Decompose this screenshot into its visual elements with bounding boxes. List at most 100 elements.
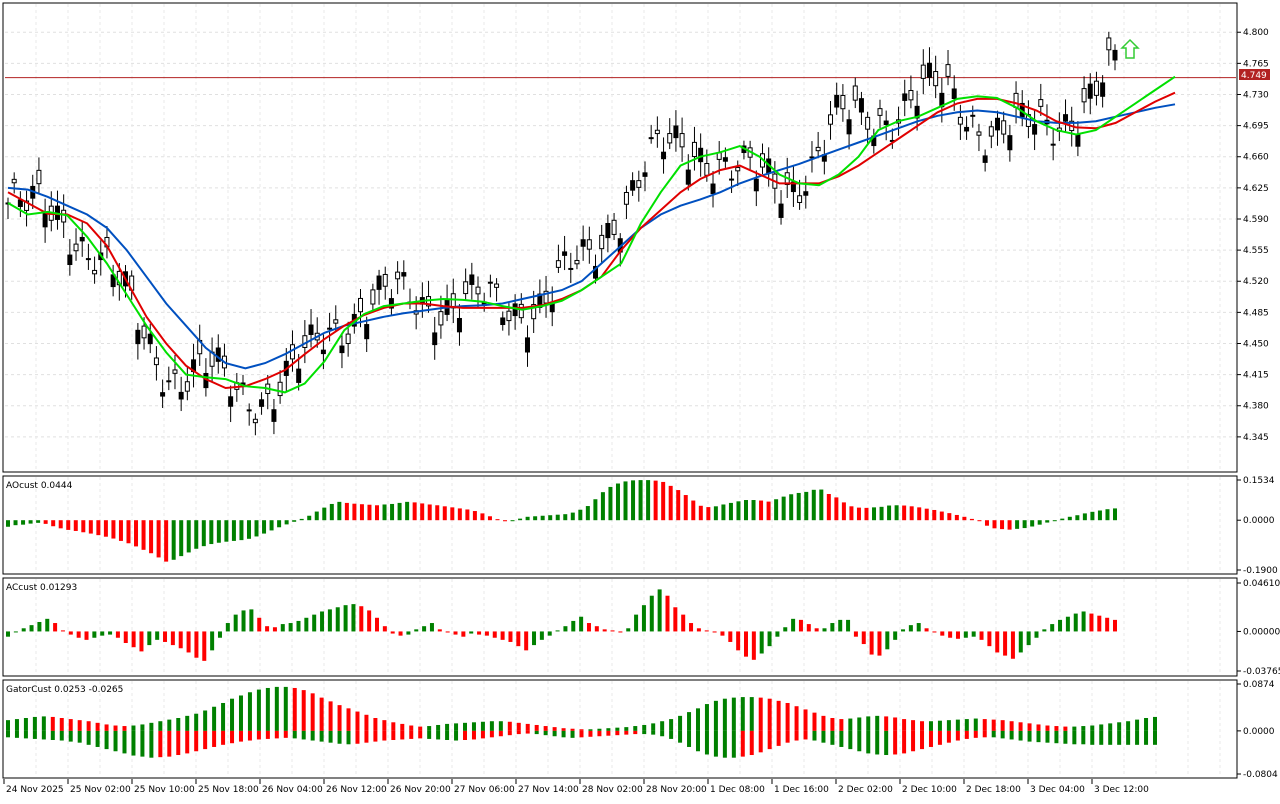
gator-lower-bar: [391, 730, 396, 740]
histogram-bar: [661, 481, 666, 521]
histogram-bar: [1065, 616, 1070, 632]
candle-body: [141, 325, 147, 339]
gator-lower-bar: [409, 730, 414, 739]
gator-upper-bar: [185, 715, 190, 731]
gator-lower-bar: [839, 730, 844, 747]
y-tick-label: 4.590: [1243, 215, 1269, 225]
histogram-bar: [307, 515, 312, 521]
histogram-bar: [744, 500, 748, 521]
histogram-bar: [1018, 631, 1023, 653]
x-tick-label: 24 Nov 2025: [6, 785, 64, 795]
histogram-bar: [272, 627, 277, 632]
histogram-bar: [246, 520, 251, 539]
histogram-bar: [706, 507, 711, 521]
histogram-bar: [492, 631, 497, 638]
histogram-bar: [721, 504, 726, 521]
gator-upper-bar: [561, 728, 566, 731]
histogram-bar: [653, 480, 658, 521]
histogram-bar: [472, 511, 477, 521]
gator-upper-bar: [265, 687, 270, 731]
histogram-bar: [563, 514, 568, 521]
candle-body: [920, 64, 926, 79]
y-tick-label: 4.765: [1243, 59, 1269, 69]
histogram-bar: [1105, 617, 1110, 632]
candle-body: [630, 180, 636, 191]
histogram-bar: [225, 623, 230, 632]
histogram-bar: [712, 631, 717, 633]
candle-body: [586, 239, 592, 250]
histogram-bar: [547, 631, 552, 636]
gator-upper-bar: [167, 719, 172, 731]
gator-lower-bar: [1027, 730, 1032, 742]
histogram-bar: [351, 604, 356, 632]
candle-body: [438, 311, 444, 326]
gator-lower-bar: [722, 730, 727, 758]
histogram-bar: [343, 605, 348, 632]
histogram-bar: [103, 520, 108, 537]
gator-lower-bar: [946, 730, 951, 743]
histogram-bar: [277, 520, 282, 528]
histogram-bar: [359, 504, 364, 521]
histogram-bar: [155, 631, 160, 640]
candle-body: [382, 273, 388, 287]
histogram-bar: [698, 505, 703, 521]
histogram-bar: [774, 499, 779, 521]
candle-body: [914, 105, 920, 119]
gator-upper-bar: [41, 716, 46, 731]
gator-upper-bar: [1036, 724, 1041, 731]
candle-body: [172, 369, 178, 374]
gator-lower-bar: [77, 730, 82, 743]
histogram-bar: [1067, 516, 1072, 521]
x-tick-label: 2 Dec 02:00: [838, 785, 893, 795]
gator-lower-bar: [489, 730, 494, 738]
gator-upper-bar: [875, 715, 880, 731]
gator-upper-bar: [1099, 724, 1104, 731]
gator-lower-bar: [866, 730, 871, 754]
gator-upper-bar: [319, 697, 324, 731]
candle-body: [593, 265, 599, 279]
gator-lower-bar: [893, 730, 898, 755]
gator-lower-bar: [624, 730, 629, 735]
histogram-bar: [814, 628, 819, 632]
histogram-bar: [60, 630, 65, 632]
histogram-bar: [81, 520, 86, 533]
histogram-bar: [665, 595, 670, 632]
histogram-bar: [254, 520, 259, 537]
gator-upper-bar: [552, 727, 557, 731]
gator-lower-bar: [256, 730, 261, 740]
gator-lower-bar: [463, 730, 468, 740]
candle-body: [926, 62, 932, 78]
gator-lower-bar: [1144, 730, 1149, 745]
histogram-bar: [477, 631, 482, 635]
gator-lower-bar: [507, 730, 512, 736]
gator-lower-bar: [427, 730, 432, 739]
ma-slow-line: [7, 103, 1176, 370]
histogram-bar: [257, 617, 262, 632]
histogram-bar: [995, 631, 1000, 653]
histogram-bar: [728, 631, 733, 642]
candle-body: [970, 114, 976, 117]
gator-upper-bar: [149, 722, 154, 731]
candle-body: [562, 251, 568, 256]
gator-lower-bar: [982, 730, 987, 738]
gator-lower-bar: [310, 730, 315, 741]
gator-upper-bar: [579, 729, 584, 731]
gator-upper-bar: [1108, 723, 1113, 731]
gator-lower-bar: [382, 730, 387, 741]
histogram-bar: [877, 631, 882, 656]
ac-pane[interactable]: [2, 577, 1238, 677]
gator-lower-bar: [1099, 730, 1104, 745]
candle-body: [277, 381, 283, 397]
gator-lower-bar: [1063, 730, 1068, 744]
histogram-bar: [1000, 520, 1005, 530]
ac-histogram-layer: [6, 589, 1117, 661]
gator-upper-bar: [964, 719, 969, 731]
candle-body: [364, 324, 370, 340]
y-tick-label: 4.800: [1243, 28, 1269, 38]
histogram-bar: [767, 631, 772, 647]
histogram-bar: [292, 520, 297, 522]
candle-body: [147, 333, 153, 345]
x-tick-label: 2 Dec 10:00: [902, 785, 957, 795]
gator-lower-bar: [400, 730, 405, 740]
